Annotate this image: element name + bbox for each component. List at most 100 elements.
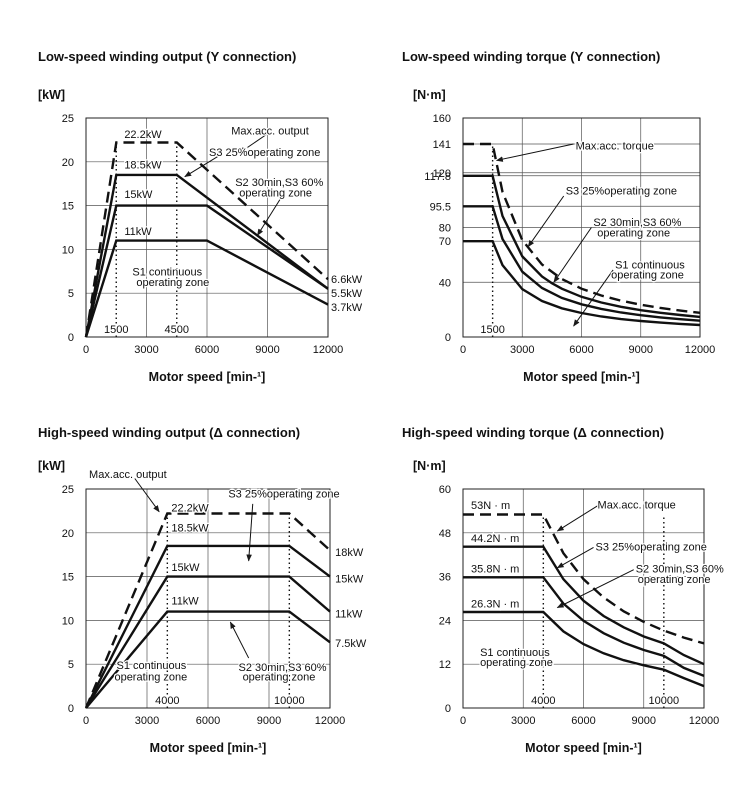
y-tick-label: 5 — [68, 288, 74, 300]
annotation-arrow — [556, 505, 598, 532]
series-line-2 — [84, 173, 329, 338]
chart-title: Low-speed winding output (Y connection) — [38, 49, 296, 64]
annotation-label: 26.3N · m — [471, 599, 519, 611]
series-line-3 — [84, 204, 329, 338]
annotation-label: 22.2kW — [124, 129, 162, 141]
y-tick-label: 48 — [439, 528, 451, 540]
series-line-1 — [84, 141, 329, 338]
annotation-label: 53N · m — [471, 500, 510, 512]
annotation-label: Max.acc. output — [231, 125, 309, 137]
x-tick-label: 0 — [83, 715, 89, 727]
chart-title: Low-speed winding torque (Y connection) — [402, 49, 660, 64]
x-tick-label: 9000 — [629, 344, 653, 356]
x-tick-label: 12000 — [313, 344, 344, 356]
annotation-label: S2 30min,S3 60% — [239, 662, 327, 674]
annotation-label: Max.acc. torque — [598, 499, 676, 511]
y-tick-label: 36 — [439, 572, 451, 584]
x-axis-label: Motor speed [min-¹] — [523, 370, 640, 384]
annotation-label: S1 continuous — [132, 266, 202, 278]
x-tick-label: 6000 — [571, 715, 595, 727]
annotation-label: 18kW — [335, 547, 364, 559]
annotation-label: S2 30min,S3 60% — [593, 217, 681, 229]
x-tick-label: 0 — [460, 715, 466, 727]
annotation-label: 15kW — [335, 573, 364, 585]
y-tick-label: 15 — [62, 572, 74, 584]
x-tick-label: 6000 — [569, 344, 593, 356]
series-line-1 — [463, 513, 705, 645]
chart-title: High-speed winding torque (Δ connection) — [402, 425, 664, 440]
series-line-4 — [463, 239, 701, 327]
y-tick-label: 20 — [62, 528, 74, 540]
x-tick-label: 9000 — [632, 715, 656, 727]
y-tick-label: 5 — [68, 659, 74, 671]
annotation-label: 15kW — [171, 562, 200, 574]
series-line-1 — [463, 142, 701, 314]
x-tick-label: 6000 — [196, 715, 220, 727]
annotation-arrow — [556, 569, 634, 609]
y-tick-label: 0 — [445, 703, 451, 715]
y-tick-label: 117.8 — [424, 171, 451, 183]
speed-guide-label: 10000 — [649, 695, 680, 707]
annotation-label: 11kW — [124, 226, 152, 238]
annotation-arrow — [553, 227, 592, 283]
annotation-label: 5.5kW — [331, 288, 363, 300]
annotation-label: 15kW — [124, 189, 153, 201]
chart-panel-1: Low-speed winding output (Y connection) [… — [38, 49, 364, 384]
series-line-2 — [463, 174, 701, 319]
plot-frame — [462, 488, 705, 709]
annotation-label: 11kW — [171, 595, 199, 607]
annotation-label: 6.6kW — [331, 274, 363, 286]
y-tick-label: 95.5 — [430, 201, 451, 213]
annotation-label: S2 30min,S3 60% — [235, 177, 323, 189]
x-tick-label: 6000 — [195, 344, 219, 356]
y-tick-label: 10 — [62, 615, 74, 627]
annotation-label: S3 25%operating zone — [596, 541, 707, 553]
annotation-arrow — [527, 195, 565, 248]
annotation-label: Max.acc. output — [89, 469, 167, 481]
annotation-label: operating zone — [243, 671, 316, 683]
annotation-label: operating zone — [597, 227, 670, 239]
annotation-label: 18.5kW — [124, 159, 162, 171]
annotation-label: S3 25%operating zone — [209, 147, 320, 159]
annotation-label: 7.5kW — [335, 638, 367, 650]
annotation-arrow — [556, 546, 594, 569]
annotation-label: operating zone — [136, 277, 209, 289]
x-tick-label: 3000 — [134, 344, 158, 356]
plot-frame — [462, 117, 701, 338]
annotation-arrow — [256, 196, 283, 236]
annotation-label: S2 30min,S3 60% — [636, 564, 724, 576]
annotation-label: S1 continuous — [615, 259, 685, 271]
annotation-label: 18.5kW — [171, 523, 209, 535]
annotation-label: S3 25%operating zone — [228, 488, 339, 500]
unit-label: [kW] — [38, 88, 65, 102]
annotation-label: S1 continuous — [480, 647, 550, 659]
annotation-arrow — [573, 269, 614, 327]
chart-title: High-speed winding output (Δ connection) — [38, 425, 300, 440]
speed-guide-label: 4000 — [155, 695, 179, 707]
y-tick-label: 70 — [439, 236, 451, 248]
speed-guide-label: 4000 — [531, 695, 555, 707]
x-tick-label: 3000 — [510, 344, 534, 356]
chart-panel-3: High-speed winding output (Δ connection)… — [38, 425, 368, 755]
chart-panel-4: High-speed winding torque (Δ connection)… — [402, 425, 725, 755]
series-line-4 — [463, 610, 705, 688]
series-line-1 — [84, 512, 331, 709]
y-tick-label: 12 — [439, 659, 451, 671]
annotation-label: operating zone — [611, 270, 684, 282]
y-tick-label: 25 — [62, 113, 74, 125]
y-tick-label: 40 — [439, 277, 451, 289]
y-tick-label: 80 — [439, 223, 451, 235]
chart-panel-2: Low-speed winding torque (Y connection) [… — [402, 49, 715, 384]
y-tick-label: 120 — [433, 168, 451, 180]
speed-guide-label: 1500 — [104, 324, 128, 336]
x-axis-label: Motor speed [min-¹] — [525, 741, 642, 755]
annotation-arrow — [246, 503, 254, 562]
series-line-2 — [463, 545, 705, 666]
unit-label: [kW] — [38, 459, 65, 473]
annotation-label: operating zone — [114, 671, 187, 683]
annotation-label: 22.2kW — [171, 502, 209, 514]
annotation-label: 3.7kW — [331, 302, 363, 314]
annotation-label: S1 continuous — [117, 660, 187, 672]
y-tick-label: 10 — [62, 244, 74, 256]
